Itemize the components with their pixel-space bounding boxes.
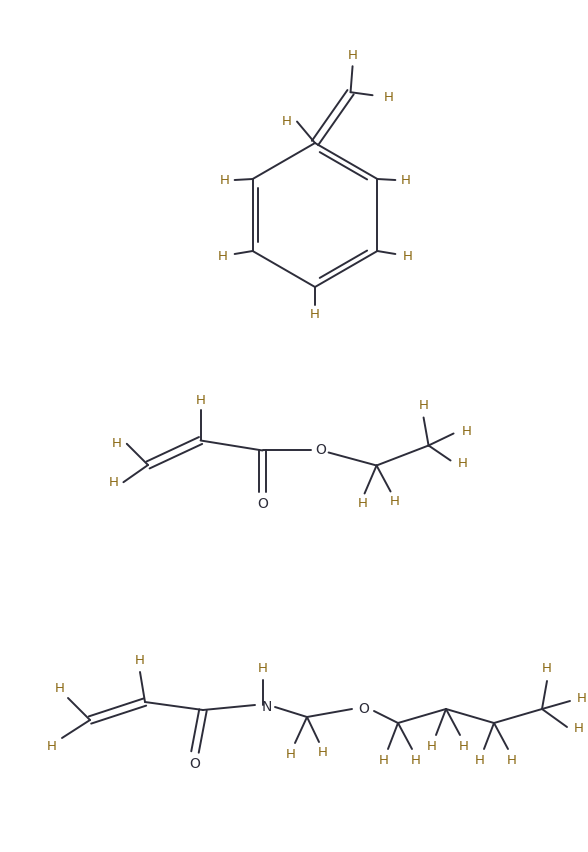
Text: H: H — [109, 475, 118, 489]
Text: H: H — [135, 653, 145, 666]
Text: H: H — [419, 399, 429, 412]
Text: O: O — [359, 702, 369, 716]
Text: H: H — [258, 663, 268, 676]
Text: O: O — [257, 498, 268, 511]
Text: H: H — [218, 250, 228, 262]
Text: H: H — [310, 308, 320, 321]
Text: H: H — [47, 740, 57, 752]
Text: H: H — [542, 663, 552, 676]
Text: H: H — [286, 747, 296, 761]
Text: H: H — [383, 90, 393, 104]
Text: O: O — [315, 444, 326, 458]
Text: H: H — [318, 746, 328, 759]
Text: H: H — [574, 722, 584, 735]
Text: H: H — [390, 495, 399, 508]
Text: H: H — [379, 753, 389, 767]
Text: H: H — [358, 497, 368, 510]
Text: H: H — [475, 753, 485, 767]
Text: H: H — [411, 753, 421, 767]
Text: N: N — [262, 700, 272, 714]
Text: H: H — [462, 425, 472, 438]
Text: H: H — [457, 457, 467, 470]
Text: H: H — [427, 740, 437, 752]
Text: H: H — [577, 693, 587, 705]
Text: H: H — [220, 175, 229, 187]
Text: H: H — [459, 740, 469, 752]
Text: H: H — [400, 175, 410, 187]
Text: O: O — [189, 757, 201, 771]
Text: H: H — [402, 250, 412, 262]
Text: H: H — [507, 753, 517, 767]
Text: H: H — [348, 49, 358, 61]
Text: H: H — [282, 115, 292, 128]
Text: H: H — [196, 394, 205, 407]
Text: H: H — [55, 682, 65, 694]
Text: H: H — [112, 437, 122, 451]
